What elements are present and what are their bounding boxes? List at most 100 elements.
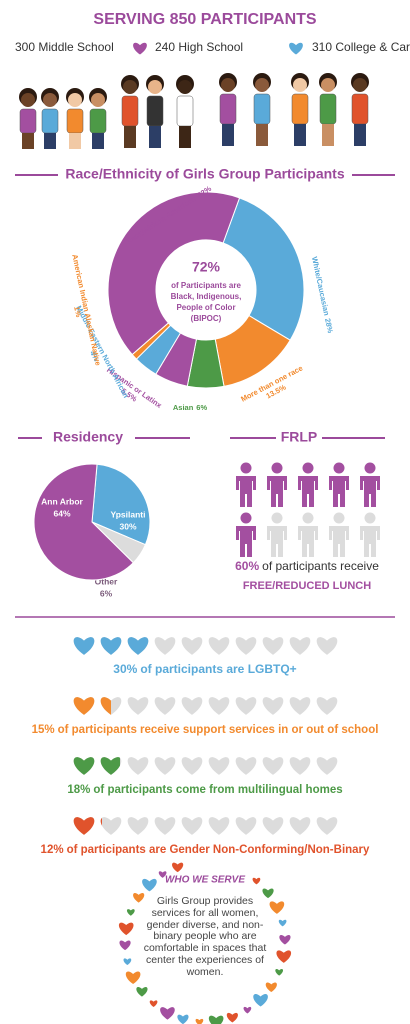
person-legs [92, 133, 104, 149]
heart-empty [316, 697, 338, 715]
person-legs [44, 133, 56, 149]
heart-empty [235, 697, 257, 715]
slice-label: Ypsilanti [111, 509, 146, 519]
person-body [176, 95, 194, 127]
person-icon [298, 462, 318, 507]
person-body [219, 93, 237, 125]
icon-body [329, 526, 349, 557]
decor-heart [262, 888, 274, 899]
heart-empty [181, 757, 203, 775]
heart-empty [127, 757, 149, 775]
heart-empty [208, 697, 230, 715]
person-legs [354, 124, 366, 146]
person-head [255, 78, 269, 92]
person-head [293, 78, 307, 92]
center-text: People of Color [176, 303, 235, 312]
pie-slice [33, 463, 135, 581]
pie-slice [91, 463, 151, 546]
center-title: 72% [192, 259, 221, 275]
segment-category: White/Caucasian [310, 256, 331, 317]
hearts-caption: of participants receive support services… [58, 724, 379, 736]
person-legs [22, 133, 34, 149]
decor-heart [172, 862, 184, 873]
decor-heart [269, 901, 285, 914]
person-legs [256, 124, 268, 146]
segment-category: Asian [173, 403, 194, 412]
hearts-caption: of participants are LGBTQ+ [140, 662, 296, 676]
group-label: 240 High School [155, 40, 243, 54]
heart-filled [100, 757, 120, 775]
heart-empty [262, 697, 284, 715]
icon-body [360, 476, 380, 507]
hearts-text: 18% of participants come from multilingua… [67, 784, 342, 796]
segment-label: White/Caucasian28% [310, 256, 335, 335]
decor-heart [118, 922, 134, 936]
person-body [146, 95, 164, 127]
person-icon [360, 462, 380, 507]
hearts-value: 30% [113, 662, 137, 676]
person-icon [329, 462, 349, 507]
hearts-value: 18% [67, 784, 90, 796]
heart-filled [127, 637, 149, 655]
icon-body [298, 526, 318, 557]
heart-empty [235, 637, 257, 655]
decor-heart [160, 1007, 175, 1020]
chart-title: FRLP [281, 429, 318, 445]
icon-body [267, 526, 287, 557]
heart-empty [100, 817, 122, 835]
segment-label: Asian 6% [173, 403, 208, 412]
heart-empty [316, 817, 338, 835]
decor-heart [243, 1006, 252, 1014]
hearts-text: 15% of participants receive support servi… [32, 724, 379, 736]
who-title: WHO WE SERVE [165, 875, 245, 886]
heart-empty [127, 697, 149, 715]
slice-value: 30% [119, 521, 136, 531]
heart-empty [127, 817, 149, 835]
heart-empty [316, 757, 338, 775]
person-body [89, 108, 107, 134]
heart-empty [235, 817, 257, 835]
person-body [121, 95, 139, 127]
decor-heart [253, 994, 268, 1007]
donut-segment [222, 197, 305, 341]
decor-heart [289, 42, 303, 55]
pictogram-caption: of participants receive [262, 559, 379, 573]
pictogram-value: 60% [235, 559, 259, 573]
person-icon [236, 512, 256, 557]
heart-empty [262, 637, 284, 655]
icon-head [302, 512, 314, 524]
heart-empty [289, 757, 311, 775]
person-legs [179, 126, 191, 148]
icon-head [271, 462, 283, 474]
heart-empty [181, 817, 203, 835]
heart-empty [289, 817, 311, 835]
icon-body [298, 476, 318, 507]
heart-filled [73, 757, 95, 775]
decor-heart [142, 878, 157, 892]
person-legs [149, 126, 161, 148]
icon-head [364, 462, 376, 474]
pictogram-subtitle: FREE/REDUCED LUNCH [243, 580, 371, 592]
person-icon [267, 462, 287, 507]
decor-heart [226, 1012, 238, 1023]
person-head [43, 93, 57, 107]
decor-heart [177, 1014, 189, 1024]
decor-heart [126, 909, 135, 916]
heart-empty [262, 757, 284, 775]
heart-empty [154, 637, 176, 655]
group-label: 310 College & Career [312, 40, 410, 54]
person-icon [360, 512, 380, 557]
person-body [19, 108, 37, 134]
center-text: Black, Indigenous, [171, 292, 242, 301]
decor-heart [133, 893, 145, 903]
decor-heart [136, 987, 148, 997]
decor-heart [265, 982, 277, 993]
icon-head [364, 512, 376, 524]
decor-heart [125, 971, 141, 985]
icon-body [236, 476, 256, 507]
heart-empty [181, 697, 203, 715]
heart-filled [100, 637, 122, 655]
icon-head [271, 512, 283, 524]
decor-heart [149, 1000, 158, 1007]
heart-empty [235, 757, 257, 775]
